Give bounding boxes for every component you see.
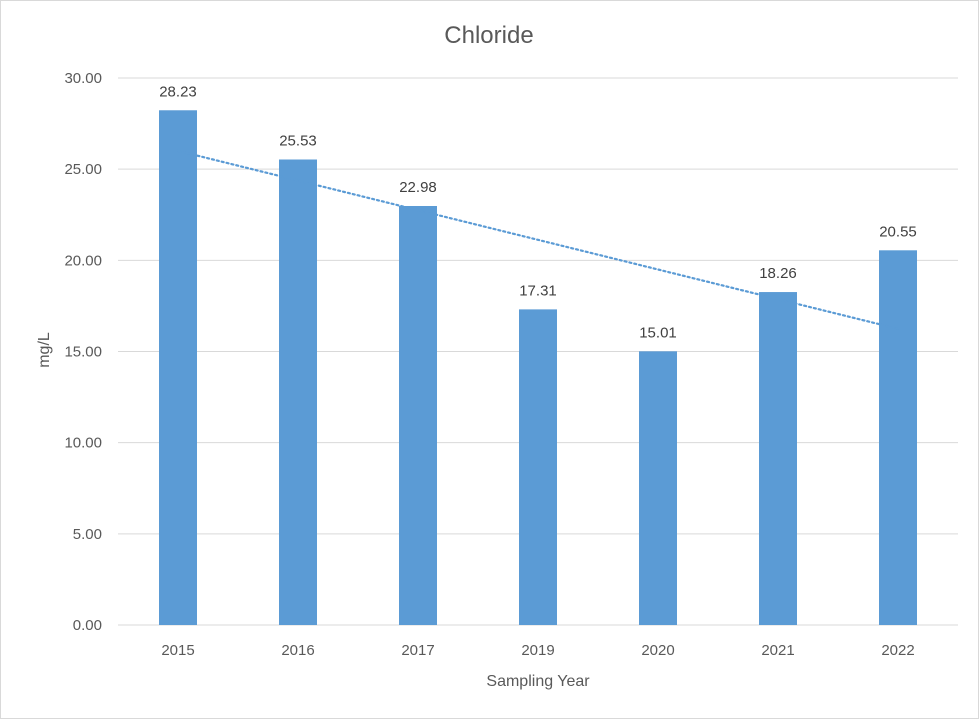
x-tick-label: 2020 bbox=[641, 642, 674, 659]
chart-title: Chloride bbox=[444, 22, 533, 49]
x-tick-label: 2021 bbox=[761, 642, 794, 659]
data-labels: 28.23 25.53 22.98 17.31 15.01 18.26 20.55 bbox=[159, 83, 917, 341]
y-tick-label: 15.00 bbox=[64, 344, 102, 361]
bar bbox=[159, 110, 197, 625]
data-label: 15.01 bbox=[639, 324, 677, 341]
x-tick-label: 2019 bbox=[521, 642, 554, 659]
bar bbox=[639, 351, 677, 625]
bar bbox=[879, 250, 917, 625]
x-tick-label: 2022 bbox=[881, 642, 914, 659]
y-axis-title: mg/L bbox=[36, 332, 53, 368]
bar bbox=[759, 292, 797, 625]
data-label: 20.55 bbox=[879, 223, 917, 240]
data-label: 18.26 bbox=[759, 265, 797, 282]
bar bbox=[279, 159, 317, 626]
data-label: 25.53 bbox=[279, 133, 317, 150]
y-tick-label: 10.00 bbox=[64, 435, 102, 452]
data-label: 28.23 bbox=[159, 83, 197, 100]
y-tick-label: 5.00 bbox=[73, 526, 102, 543]
y-tick-label: 0.00 bbox=[73, 617, 102, 634]
y-tick-label: 30.00 bbox=[64, 70, 102, 87]
trendline-group bbox=[176, 149, 900, 330]
x-axis-ticks: 2015 2016 2017 2019 2020 2021 2022 bbox=[161, 642, 914, 659]
x-axis-title: Sampling Year bbox=[486, 673, 590, 690]
y-tick-label: 20.00 bbox=[64, 252, 102, 269]
x-tick-label: 2015 bbox=[161, 642, 194, 659]
y-axis-ticks: 0.00 5.00 10.00 15.00 20.00 25.00 30.00 bbox=[64, 70, 102, 634]
data-label: 17.31 bbox=[519, 282, 557, 299]
bar bbox=[399, 205, 437, 626]
y-tick-label: 25.00 bbox=[64, 161, 102, 178]
bars bbox=[159, 110, 917, 626]
data-label: 22.98 bbox=[399, 179, 437, 196]
x-tick-label: 2016 bbox=[281, 642, 314, 659]
grid-lines bbox=[118, 77, 958, 626]
bar bbox=[519, 309, 557, 625]
x-tick-label: 2017 bbox=[401, 642, 434, 659]
trendline bbox=[176, 149, 900, 330]
